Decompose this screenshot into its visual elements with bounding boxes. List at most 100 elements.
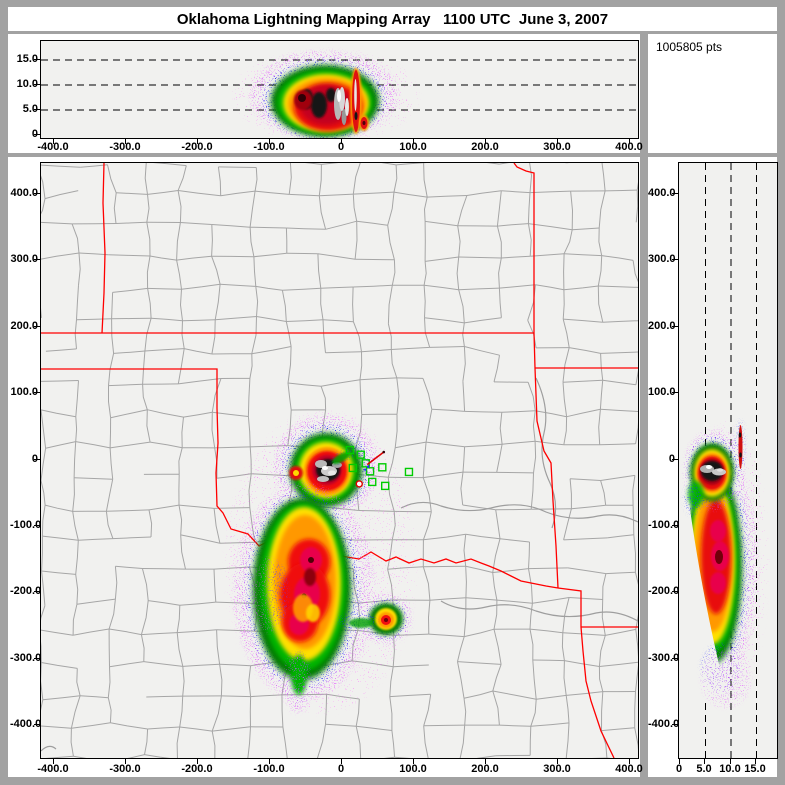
alt-tick	[730, 759, 731, 764]
density-blob-layer	[738, 425, 743, 469]
plan-view-heatmap	[41, 163, 638, 758]
density-blob-layer	[354, 112, 358, 120]
density-blob-layer	[322, 466, 328, 470]
ew-tick	[485, 139, 486, 144]
alt-tick-label: 0	[675, 763, 683, 775]
ns-tick	[34, 259, 40, 260]
ew-tick-label: 100.0	[399, 141, 427, 153]
alt-tick	[755, 759, 756, 764]
station-marker	[365, 467, 375, 476]
density-blob-layer	[738, 432, 742, 438]
density-blob-layer	[304, 568, 316, 586]
ew-tick-label: -400.0	[37, 141, 69, 153]
alt-tick-label: 15.0	[16, 53, 38, 65]
density-blob-layer	[717, 468, 723, 472]
ew-tick-label: 400.0	[615, 763, 643, 775]
ew-altitude-heatmap	[41, 50, 638, 138]
density-blob-layer	[349, 618, 373, 628]
ew-tick	[269, 759, 270, 764]
alt-tick	[34, 134, 40, 135]
ew-tick-label: -100.0	[253, 141, 285, 153]
station-marker	[368, 477, 377, 487]
ew-altitude-panel: 15.010.05.00-400.0-300.0-200.0-100.00100…	[8, 34, 643, 153]
ns-tick-label: 200.0	[10, 320, 38, 332]
ew-tick	[629, 759, 630, 764]
ns-tick	[672, 326, 678, 327]
ns-tick	[34, 525, 40, 526]
ns-tick	[672, 525, 678, 526]
density-blob-layer	[328, 470, 336, 476]
density-blob-layer	[715, 550, 723, 564]
station-marker	[404, 467, 414, 477]
ns-tick-label: -200.0	[648, 585, 680, 597]
ns-tick	[34, 326, 40, 327]
ns-tick	[34, 193, 40, 194]
ew-tick-label: 300.0	[543, 763, 571, 775]
ns-altitude-plot[interactable]	[678, 162, 778, 759]
density-blob-layer	[308, 557, 314, 563]
ew-tick-label: 400.0	[615, 141, 643, 153]
ns-tick	[672, 459, 678, 460]
points-count-panel: 1005805 pts	[648, 34, 777, 153]
track-segment	[366, 451, 385, 466]
ns-tick-label: -100.0	[648, 519, 680, 531]
ew-altitude-plot[interactable]	[40, 40, 639, 139]
station-marker	[356, 450, 365, 459]
ns-tick-label: 400.0	[648, 187, 676, 199]
alt-tick-label: 10.0	[16, 78, 38, 90]
alt-tick-label: 15.0	[744, 763, 766, 775]
alt-tick	[34, 59, 40, 60]
ew-tick	[125, 139, 126, 144]
points-count-label: 1005805 pts	[656, 40, 723, 54]
ew-tick-label: -400.0	[37, 763, 69, 775]
title-bar: Oklahoma Lightning Mapping Array 1100 UT…	[8, 7, 777, 31]
plan-view-plot[interactable]	[40, 162, 639, 759]
ns-tick-label: 100.0	[10, 386, 38, 398]
ns-tick-label: 100.0	[648, 386, 676, 398]
density-blob-layer	[298, 94, 306, 102]
ns-tick-label: -400.0	[10, 718, 42, 730]
ew-tick	[413, 139, 414, 144]
ns-tick-label: -400.0	[648, 718, 680, 730]
ns-tick	[672, 658, 678, 659]
ew-tick	[269, 139, 270, 144]
density-blob-layer	[268, 563, 288, 623]
density-blob-layer	[710, 520, 726, 542]
alt-tick	[34, 109, 40, 110]
density-blob-layer	[332, 451, 350, 465]
density-blob-layer	[362, 121, 366, 125]
ns-tick	[672, 724, 678, 725]
ew-tick	[53, 139, 54, 144]
ns-tick-label: 200.0	[648, 320, 676, 332]
ew-tick	[341, 139, 342, 144]
density-blob-layer	[354, 79, 357, 111]
density-blob-layer	[739, 452, 742, 458]
ew-tick-label: 300.0	[543, 141, 571, 153]
alt-tick	[704, 759, 705, 764]
ns-tick-label: -100.0	[10, 519, 42, 531]
ns-tick	[672, 392, 678, 393]
ns-tick-label: 400.0	[10, 187, 38, 199]
ew-tick-label: 0	[337, 763, 345, 775]
station-marker	[348, 463, 357, 473]
ns-tick	[34, 724, 40, 725]
ns-tick-label: 0	[648, 453, 675, 465]
ns-tick	[672, 259, 678, 260]
page-title: Oklahoma Lightning Mapping Array 1100 UT…	[176, 10, 609, 28]
alt-tick	[34, 84, 40, 85]
ns-altitude-panel: 400.0 300.0 200.0 100.0 0 -100.0 -200.0 -300.0 -…	[648, 157, 778, 777]
ns-tick	[34, 392, 40, 393]
ns-tick	[672, 193, 678, 194]
density-blob-layer	[293, 470, 299, 476]
alt-tick	[679, 759, 680, 764]
ew-tick-label: -300.0	[109, 141, 141, 153]
ew-tick-label: -100.0	[253, 763, 285, 775]
ew-tick-label: 200.0	[471, 763, 499, 775]
station-marker	[378, 463, 387, 472]
density-blob-layer	[337, 90, 341, 102]
ew-tick	[197, 139, 198, 144]
ew-tick	[557, 759, 558, 764]
density-blob-layer	[283, 653, 311, 713]
circle-marker	[355, 480, 363, 488]
